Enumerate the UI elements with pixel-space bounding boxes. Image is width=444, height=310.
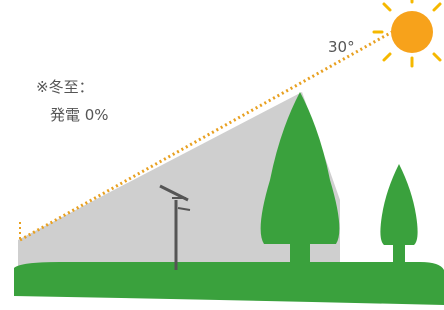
sun [374, 0, 440, 66]
ground [14, 262, 444, 305]
note-line: ※冬至： [36, 78, 94, 96]
page: 30° ※冬至： 発電 0% (() => { const data = JSO… [0, 0, 444, 310]
note-line: 発電 0% [50, 106, 109, 124]
angle-label: 30° [328, 38, 355, 56]
illustration: 30° ※冬至： 発電 0% [0, 0, 444, 310]
small-tree [380, 164, 417, 270]
